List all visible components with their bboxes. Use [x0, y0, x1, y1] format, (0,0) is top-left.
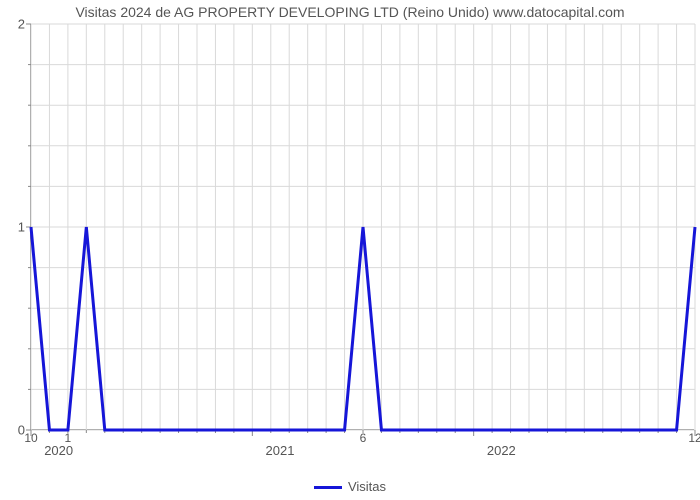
y-tick-label: 2 — [18, 17, 25, 32]
x-marker-label: 6 — [360, 431, 367, 445]
legend: Visitas — [0, 479, 700, 494]
plot-area: 012202020212022202101612 — [30, 24, 694, 430]
x-tick-label: 2022 — [487, 443, 516, 458]
legend-swatch — [314, 486, 342, 489]
x-tick-label: 2020 — [44, 443, 73, 458]
x-marker-label: 12 — [688, 431, 700, 445]
y-tick-label: 1 — [18, 220, 25, 235]
chart-svg — [31, 24, 695, 430]
x-tick-label: 2021 — [266, 443, 295, 458]
x-marker-label: 1 — [65, 431, 72, 445]
chart-title: Visitas 2024 de AG PROPERTY DEVELOPING L… — [0, 4, 700, 20]
legend-label: Visitas — [348, 479, 386, 494]
x-marker-label: 10 — [24, 431, 37, 445]
